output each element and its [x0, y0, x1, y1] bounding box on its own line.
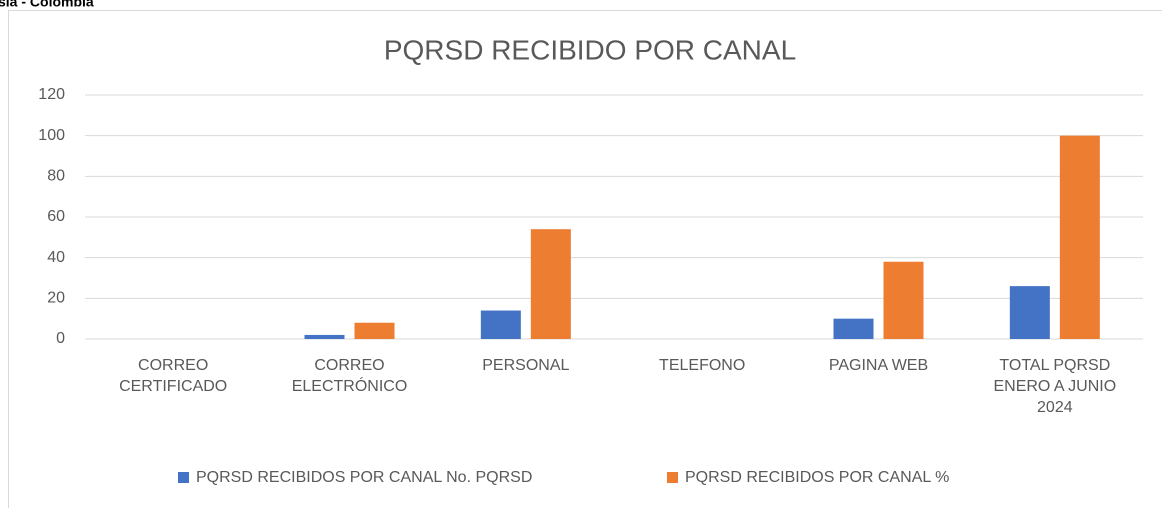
y-tick-label: 100 — [38, 127, 65, 144]
bar — [530, 229, 571, 339]
chart-title: PQRSD RECIBIDO POR CANAL — [384, 34, 796, 65]
y-tick-label: 60 — [47, 208, 65, 225]
y-tick-label: 120 — [38, 86, 65, 103]
bar — [1009, 286, 1050, 339]
x-tick-label: PAGINA WEB — [829, 357, 928, 374]
x-tick-label: TELEFONO — [659, 357, 745, 374]
bar — [883, 261, 924, 339]
legend-swatch — [178, 472, 189, 483]
bar — [354, 322, 395, 339]
x-tick-label: TOTAL PQRSD — [999, 357, 1110, 374]
header: sia - Colombia — [0, 0, 94, 10]
y-tick-label: 80 — [47, 168, 65, 185]
x-tick-label: ELECTRÓNICO — [292, 376, 408, 395]
legend-swatch — [667, 472, 678, 483]
bar — [304, 334, 345, 339]
y-tick-label: 20 — [47, 290, 65, 307]
legend-label: PQRSD RECIBIDOS POR CANAL No. PQRSD — [196, 469, 532, 486]
y-tick-label: 0 — [56, 330, 65, 347]
bar — [833, 318, 874, 339]
x-tick-label: PERSONAL — [482, 357, 569, 374]
bar — [480, 310, 521, 339]
x-tick-label: CORREO — [314, 357, 384, 374]
x-tick-label: 2024 — [1037, 399, 1073, 416]
bar — [1059, 135, 1100, 339]
legend-label: PQRSD RECIBIDOS POR CANAL % — [685, 469, 949, 486]
x-tick-label: ENERO A JUNIO — [993, 378, 1116, 395]
y-tick-label: 40 — [47, 249, 65, 266]
x-tick-label: CERTIFICADO — [119, 378, 227, 395]
x-tick-label: CORREO — [138, 357, 208, 374]
